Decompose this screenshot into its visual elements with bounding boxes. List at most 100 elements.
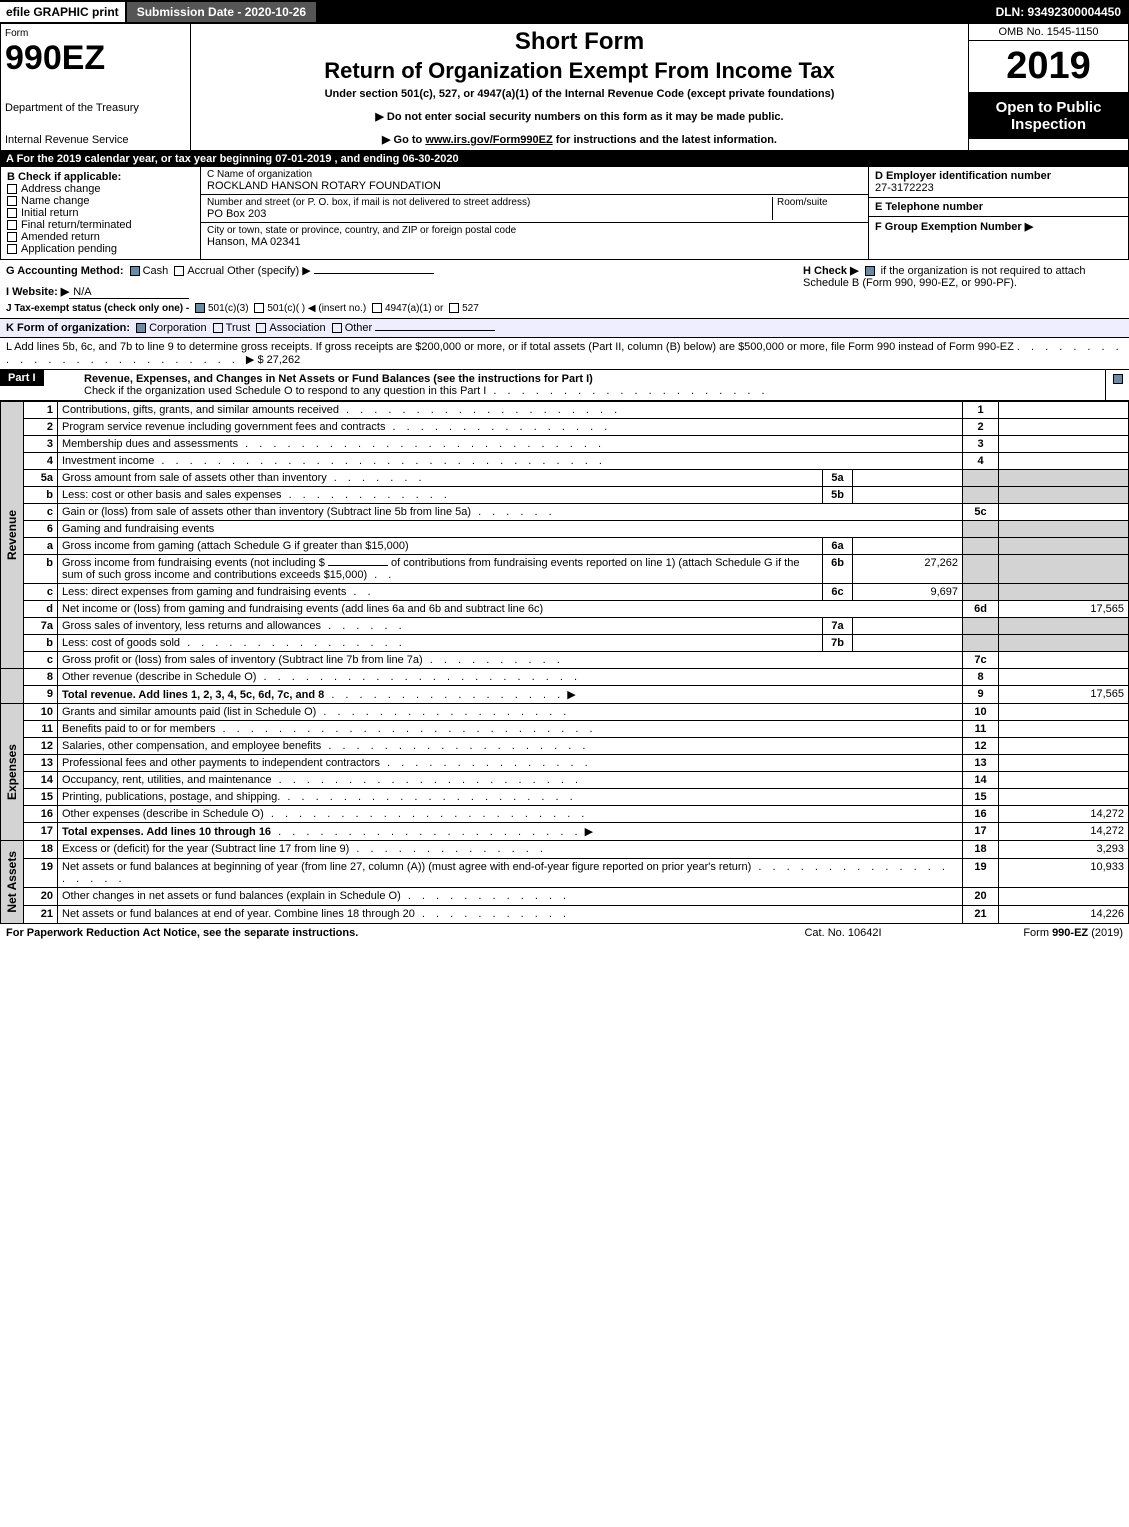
opt-final-return[interactable]: Final return/terminated	[7, 219, 194, 231]
table-row: Net Assets18Excess or (deficit) for the …	[1, 841, 1129, 859]
group-exemption-row: F Group Exemption Number ▶	[869, 217, 1128, 236]
dept-treasury: Department of the Treasury	[5, 102, 186, 114]
row-k: K Form of organization: Corporation Trus…	[0, 319, 1129, 338]
room-label: Room/suite	[777, 197, 862, 208]
part-1-tab: Part I	[0, 370, 44, 386]
check-527[interactable]	[449, 303, 459, 313]
table-row: aGross income from gaming (attach Schedu…	[1, 538, 1129, 555]
table-row: 12Salaries, other compensation, and empl…	[1, 738, 1129, 755]
under-section: Under section 501(c), 527, or 4947(a)(1)…	[199, 88, 960, 100]
table-row: 2Program service revenue including gover…	[1, 419, 1129, 436]
tax-exempt-row: J Tax-exempt status (check only one) - 5…	[6, 303, 803, 314]
table-row: 11Benefits paid to or for members . . . …	[1, 721, 1129, 738]
table-row: 14Occupancy, rent, utilities, and mainte…	[1, 772, 1129, 789]
table-row: 21Net assets or fund balances at end of …	[1, 906, 1129, 924]
table-row: 5aGross amount from sale of assets other…	[1, 470, 1129, 487]
ein-label: D Employer identification number	[875, 170, 1122, 182]
efile-label[interactable]: efile GRAPHIC print	[0, 2, 125, 22]
check-accrual[interactable]	[174, 266, 184, 276]
addr-row: Number and street (or P. O. box, if mail…	[201, 195, 868, 223]
group-ex-label: F Group Exemption Number ▶	[875, 221, 1033, 233]
table-row: bLess: cost or other basis and sales exp…	[1, 487, 1129, 504]
header-middle: Short Form Return of Organization Exempt…	[191, 24, 968, 150]
accounting-method: G Accounting Method: Cash Accrual Other …	[6, 264, 803, 277]
check-cash[interactable]	[130, 266, 140, 276]
revenue-side-label: Revenue	[5, 502, 19, 568]
dept-irs: Internal Revenue Service	[5, 134, 186, 146]
table-row: 6Gaming and fundraising events	[1, 521, 1129, 538]
check-trust[interactable]	[213, 323, 223, 333]
table-row: 4Investment income . . . . . . . . . . .…	[1, 453, 1129, 470]
revenue-table: Revenue 1 Contributions, gifts, grants, …	[0, 401, 1129, 924]
irs-link[interactable]: www.irs.gov/Form990EZ	[425, 134, 552, 146]
part-1-header: Part I Revenue, Expenses, and Changes in…	[0, 370, 1129, 401]
check-h[interactable]	[865, 266, 875, 276]
check-assoc[interactable]	[256, 323, 266, 333]
phone-row: E Telephone number	[869, 198, 1128, 217]
website-value: N/A	[69, 286, 189, 299]
table-row: cLess: direct expenses from gaming and f…	[1, 584, 1129, 601]
part-1-sub: Check if the organization used Schedule …	[84, 385, 486, 397]
section-h: H Check ▶ if the organization is not req…	[803, 264, 1123, 314]
expenses-side-label: Expenses	[5, 736, 19, 808]
check-other[interactable]	[332, 323, 342, 333]
netassets-side-label: Net Assets	[5, 843, 19, 921]
ein-row: D Employer identification number 27-3172…	[869, 167, 1128, 198]
check-501c3[interactable]	[195, 303, 205, 313]
page-footer: For Paperwork Reduction Act Notice, see …	[0, 924, 1129, 942]
table-row: cGain or (loss) from sale of assets othe…	[1, 504, 1129, 521]
city-value: Hanson, MA 02341	[207, 236, 862, 248]
table-row: 13Professional fees and other payments t…	[1, 755, 1129, 772]
table-row: 9Total revenue. Add lines 1, 2, 3, 4, 5c…	[1, 686, 1129, 704]
tax-year: 2019	[969, 41, 1128, 93]
table-row: bGross income from fundraising events (n…	[1, 555, 1129, 584]
part-1-title: Revenue, Expenses, and Changes in Net As…	[84, 373, 593, 385]
top-bar: efile GRAPHIC print Submission Date - 20…	[0, 0, 1129, 24]
footer-form: Form 990-EZ (2019)	[943, 927, 1123, 939]
check-schedule-o[interactable]	[1113, 374, 1123, 384]
opt-name-change[interactable]: Name change	[7, 195, 194, 207]
opt-address-change[interactable]: Address change	[7, 183, 194, 195]
check-corp[interactable]	[136, 323, 146, 333]
city-row: City or town, state or province, country…	[201, 223, 868, 250]
header-right: OMB No. 1545-1150 2019 Open to Public In…	[968, 24, 1128, 150]
org-name: ROCKLAND HANSON ROTARY FOUNDATION	[207, 180, 862, 192]
org-name-row: C Name of organization ROCKLAND HANSON R…	[201, 167, 868, 195]
other-specify[interactable]	[314, 273, 434, 274]
dln: DLN: 93492300004450	[996, 5, 1129, 19]
phone-label: E Telephone number	[875, 201, 1122, 213]
form-number: 990EZ	[5, 39, 186, 78]
block-b-c-d: B Check if applicable: Address change Na…	[0, 167, 1129, 260]
city-label: City or town, state or province, country…	[207, 225, 862, 236]
bullet-2: ▶ Go to www.irs.gov/Form990EZ for instru…	[199, 133, 960, 146]
opt-application-pending[interactable]: Application pending	[7, 243, 194, 255]
opt-initial-return[interactable]: Initial return	[7, 207, 194, 219]
section-c: C Name of organization ROCKLAND HANSON R…	[201, 167, 868, 259]
name-label: C Name of organization	[207, 169, 862, 180]
table-row: bLess: cost of goods sold . . . . . . . …	[1, 635, 1129, 652]
table-row: 19Net assets or fund balances at beginni…	[1, 858, 1129, 888]
omb-number: OMB No. 1545-1150	[969, 24, 1128, 41]
line-a: A For the 2019 calendar year, or tax yea…	[0, 151, 1129, 167]
table-row: 20Other changes in net assets or fund ba…	[1, 888, 1129, 906]
table-row: Revenue 1 Contributions, gifts, grants, …	[1, 402, 1129, 419]
section-d-e-f: D Employer identification number 27-3172…	[868, 167, 1128, 259]
check-501c[interactable]	[254, 303, 264, 313]
addr-value: PO Box 203	[207, 208, 772, 220]
table-row: 3Membership dues and assessments . . . .…	[1, 436, 1129, 453]
check-4947[interactable]	[372, 303, 382, 313]
table-row: dNet income or (loss) from gaming and fu…	[1, 601, 1129, 618]
table-row: 15Printing, publications, postage, and s…	[1, 789, 1129, 806]
table-row: 7aGross sales of inventory, less returns…	[1, 618, 1129, 635]
footer-left: For Paperwork Reduction Act Notice, see …	[6, 927, 743, 939]
short-form: Short Form	[199, 28, 960, 56]
opt-amended-return[interactable]: Amended return	[7, 231, 194, 243]
table-row: 8Other revenue (describe in Schedule O) …	[1, 669, 1129, 686]
l-amount: ▶ $ 27,262	[246, 354, 300, 366]
table-row: Expenses10Grants and similar amounts pai…	[1, 704, 1129, 721]
form-header: Form 990EZ Department of the Treasury In…	[0, 24, 1129, 151]
form-title: Return of Organization Exempt From Incom…	[199, 58, 960, 84]
section-b: B Check if applicable: Address change Na…	[1, 167, 201, 259]
other-org[interactable]	[375, 330, 495, 331]
row-g-h: G Accounting Method: Cash Accrual Other …	[0, 260, 1129, 319]
